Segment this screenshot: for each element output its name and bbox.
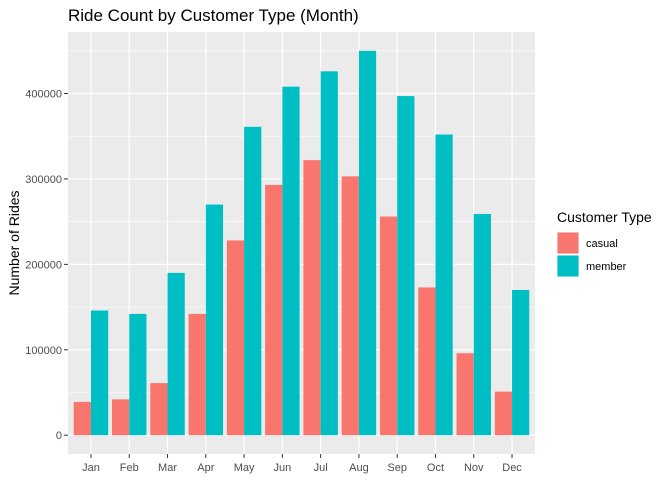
y-tick-label: 0 <box>56 430 62 442</box>
x-tick-label: Nov <box>464 462 484 474</box>
bar-casual-nov <box>456 353 474 436</box>
legend: Customer Type casual member <box>557 209 652 277</box>
bar-casual-jun <box>265 184 283 436</box>
bar-member-nov <box>473 213 491 436</box>
x-tick-label: Oct <box>427 462 444 474</box>
y-tick-label: 300000 <box>25 174 62 186</box>
bar-casual-oct <box>418 287 436 436</box>
bar-member-jul <box>320 71 338 436</box>
legend-swatch-casual <box>557 232 579 254</box>
y-axis: 0 100000 200000 300000 400000 <box>25 89 68 442</box>
bar-casual-may <box>226 240 245 436</box>
bar-member-may <box>244 126 262 436</box>
y-tick-label: 400000 <box>25 89 62 101</box>
plot-panel <box>68 32 535 454</box>
bar-casual-apr <box>188 313 206 436</box>
bar-casual-sep <box>379 216 398 436</box>
bar-member-jun <box>282 86 300 436</box>
y-tick-label: 100000 <box>25 345 62 357</box>
bar-member-jan <box>90 310 109 436</box>
bar-member-oct <box>435 134 453 436</box>
legend-label-casual: casual <box>586 238 618 250</box>
x-tick-label: Mar <box>158 462 177 474</box>
legend-label-member: member <box>586 261 627 273</box>
x-tick-label: Sep <box>387 462 407 474</box>
x-tick-label: Feb <box>120 462 139 474</box>
bar-casual-mar <box>150 383 168 436</box>
legend-swatch-member <box>557 255 579 277</box>
bar-member-feb <box>129 313 147 436</box>
x-axis: Jan Feb Mar Apr May Jun Jul Aug Sep Oct Nov Dec <box>82 454 522 474</box>
y-axis-title: Number of Rides <box>6 190 22 295</box>
chart-title: Ride Count by Customer Type (Month) <box>68 6 359 25</box>
bar-casual-jul <box>303 160 321 436</box>
x-tick-label: Jan <box>82 462 100 474</box>
bar-member-sep <box>397 96 415 436</box>
bar-member-aug <box>358 50 377 436</box>
bar-casual-aug <box>341 176 359 436</box>
x-tick-label: Jul <box>314 462 328 474</box>
x-tick-label: Jun <box>273 462 291 474</box>
bar-casual-jan <box>73 401 91 436</box>
x-tick-label: Dec <box>502 462 522 474</box>
bar-member-apr <box>205 204 224 436</box>
bar-casual-feb <box>112 399 130 436</box>
y-tick-label: 200000 <box>25 259 62 271</box>
bar-casual-dec <box>494 391 513 436</box>
x-tick-label: May <box>234 462 255 474</box>
bar-member-dec <box>512 289 530 436</box>
x-tick-label: Apr <box>197 462 214 474</box>
legend-title: Customer Type <box>557 209 652 225</box>
x-tick-label: Aug <box>349 462 369 474</box>
bar-member-mar <box>167 272 185 436</box>
